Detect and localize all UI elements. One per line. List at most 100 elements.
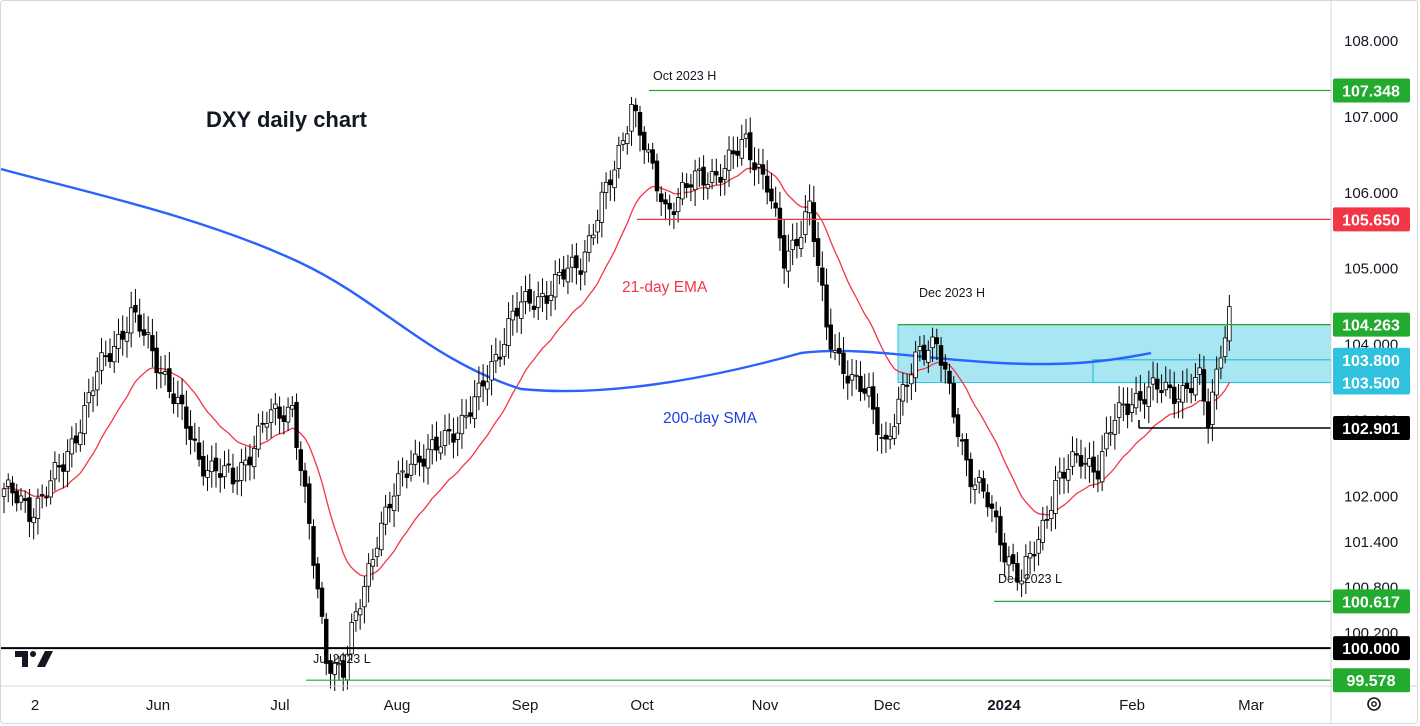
candle <box>184 390 189 445</box>
price-axis[interactable]: 108.000107.000106.000105.000104.000103.0… <box>1344 33 1398 642</box>
candle <box>251 435 257 480</box>
candle <box>756 148 761 184</box>
candle <box>866 372 872 408</box>
candle <box>650 142 655 170</box>
time-axis[interactable]: 2 Jun Jul Aug Sep Oct Nov Dec 2024 Feb Mar <box>31 697 1264 714</box>
candle <box>620 132 626 152</box>
candle <box>404 460 409 489</box>
candle <box>616 136 621 179</box>
price-tick-label: 102.000 <box>1344 488 1398 505</box>
candle <box>14 483 19 512</box>
level-annotation: Oct 2023 H <box>653 69 716 83</box>
candle <box>769 172 774 209</box>
candle <box>336 655 342 681</box>
candle <box>1066 454 1071 494</box>
candle <box>934 328 939 361</box>
candle <box>608 170 613 201</box>
candle <box>1146 370 1151 424</box>
candle <box>417 441 422 477</box>
candle <box>145 316 151 349</box>
candle <box>1193 363 1198 402</box>
candle <box>582 240 588 286</box>
candle <box>633 98 638 128</box>
candle <box>709 158 715 190</box>
candle <box>1006 546 1012 577</box>
candle <box>103 340 108 367</box>
time-tick-label: Jun <box>146 697 170 714</box>
candle <box>815 222 821 283</box>
tradingview-logo-icon[interactable] <box>15 651 53 667</box>
candle <box>837 332 842 366</box>
candle <box>1155 362 1160 404</box>
candle <box>896 386 901 435</box>
time-tick-label: 2024 <box>987 697 1021 714</box>
candle <box>540 278 545 313</box>
candle <box>455 416 460 457</box>
candle <box>463 399 469 429</box>
candle <box>48 470 53 505</box>
ema-21-line[interactable] <box>3 167 1230 577</box>
candle <box>527 273 532 312</box>
sma-200-line[interactable] <box>1 167 1152 393</box>
candle <box>553 260 558 310</box>
candle <box>798 220 804 258</box>
candle <box>1142 383 1147 419</box>
supply-zone[interactable] <box>897 324 1332 384</box>
time-tick-label: Oct <box>630 697 654 714</box>
candle <box>298 441 303 486</box>
candle <box>913 341 918 393</box>
candle <box>290 396 295 418</box>
candle <box>705 172 711 200</box>
candle <box>307 476 312 540</box>
candle <box>446 413 452 445</box>
candle <box>396 460 401 512</box>
candle <box>315 557 320 599</box>
candle <box>340 652 346 692</box>
settings-gear-icon[interactable] <box>1367 697 1381 711</box>
candle <box>150 318 155 368</box>
candle <box>10 476 15 506</box>
candle <box>1218 345 1224 380</box>
candle <box>133 289 138 323</box>
candle <box>362 576 367 624</box>
candle <box>27 488 32 537</box>
candle <box>993 501 999 533</box>
candle <box>506 302 511 359</box>
candle <box>519 285 524 335</box>
candle <box>900 372 906 416</box>
svg-text:107.348: 107.348 <box>1342 83 1400 100</box>
candle <box>786 234 791 288</box>
candle <box>222 450 227 489</box>
candle <box>90 376 96 413</box>
price-levels: Oct 2023 H Dec 2023 H Dec 2023 L Jul 2023 L <box>1 69 1331 681</box>
candle <box>421 444 426 483</box>
candle <box>1070 436 1075 475</box>
candle <box>112 330 117 373</box>
candle <box>268 398 274 439</box>
candle <box>743 119 749 148</box>
candle <box>1125 387 1130 429</box>
candle <box>892 413 897 446</box>
candle <box>468 396 473 424</box>
candle <box>162 354 168 386</box>
candle <box>1057 457 1062 495</box>
candle <box>680 172 685 206</box>
candle <box>748 117 753 174</box>
candle <box>302 462 308 503</box>
level-annotation: Jul 2023 L <box>313 652 371 666</box>
candle <box>1099 435 1105 492</box>
candle <box>1138 374 1143 412</box>
candle <box>44 486 49 507</box>
svg-text:100.617: 100.617 <box>1342 594 1400 611</box>
candle <box>285 397 291 431</box>
candle <box>472 380 477 428</box>
candle <box>18 488 24 511</box>
candle <box>692 159 698 207</box>
candle <box>480 364 486 403</box>
svg-text:104.263: 104.263 <box>1342 318 1400 335</box>
candle <box>578 258 583 291</box>
candle <box>116 318 121 364</box>
candle <box>493 337 499 374</box>
price-level-tag: 100.000 <box>1333 636 1410 661</box>
